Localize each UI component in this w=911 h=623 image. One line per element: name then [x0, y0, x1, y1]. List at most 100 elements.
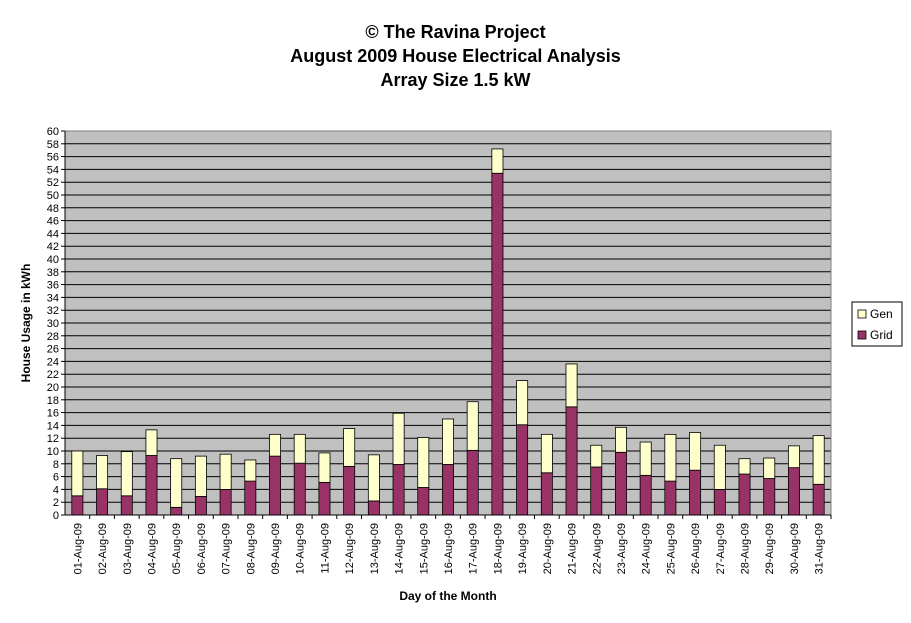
legend: Gen Grid	[851, 301, 903, 347]
bar-grid	[71, 495, 84, 516]
legend-label-grid: Grid	[870, 328, 893, 342]
bar-gen	[170, 458, 183, 508]
bar-grid	[96, 488, 109, 516]
bar-gen	[664, 433, 677, 482]
x-tick-label: 04-Aug-09	[146, 523, 158, 574]
x-tick-label: 24-Aug-09	[641, 523, 653, 574]
bar-gen	[244, 459, 257, 482]
bar-grid	[417, 487, 430, 516]
x-tick-label: 12-Aug-09	[344, 523, 356, 574]
bars	[71, 148, 825, 516]
x-tick-label: 20-Aug-09	[542, 523, 554, 574]
x-tick-label: 21-Aug-09	[567, 523, 579, 574]
x-tick-label: 11-Aug-09	[319, 523, 331, 574]
legend-label-gen: Gen	[870, 307, 893, 321]
y-axis-label: House Usage in kWh	[19, 264, 33, 383]
x-tick-label: 05-Aug-09	[171, 523, 183, 574]
y-tick-label: 2	[53, 497, 59, 509]
bar-gen	[540, 433, 553, 474]
x-tick-label: 06-Aug-09	[196, 523, 208, 574]
bar-gen	[269, 433, 281, 457]
chart-title-line-2: August 2009 House Electrical Analysis	[290, 46, 621, 66]
bar-gen	[145, 429, 158, 456]
bar-gen	[96, 455, 109, 490]
bar-gen	[516, 380, 529, 426]
x-tick-label: 28-Aug-09	[740, 523, 752, 574]
x-tick-label: 02-Aug-09	[97, 523, 109, 574]
y-tick-label: 60	[47, 126, 59, 138]
x-axis-label: Day of the Month	[399, 589, 496, 603]
bar-grid	[194, 496, 207, 516]
bar-grid	[590, 466, 603, 516]
bar-gen	[343, 428, 356, 467]
bar-grid	[787, 467, 800, 516]
y-tick-label: 58	[47, 139, 59, 151]
y-tick-label: 50	[47, 190, 59, 202]
bar-grid	[664, 480, 677, 516]
y-tick-label: 34	[47, 292, 59, 304]
y-tick-label: 24	[47, 356, 59, 368]
bar-grid	[367, 500, 380, 516]
x-tick-label: 26-Aug-09	[690, 523, 702, 574]
x-tick-label: 27-Aug-09	[715, 523, 727, 574]
x-tick-label: 03-Aug-09	[122, 523, 134, 574]
bar-gen	[738, 458, 751, 475]
axes	[61, 130, 832, 519]
x-tick-label: 22-Aug-09	[591, 523, 603, 574]
bar-grid	[244, 480, 257, 516]
x-tick-label: 23-Aug-09	[616, 523, 628, 574]
bar-gen	[565, 363, 578, 408]
y-tick-label: 22	[47, 369, 59, 381]
y-tick-label: 42	[47, 241, 59, 253]
bar-gen	[787, 445, 800, 469]
bar-grid	[269, 455, 281, 516]
bar-grid	[689, 469, 702, 516]
y-tick-label: 8	[53, 459, 59, 471]
x-tick-label: 14-Aug-09	[394, 523, 406, 574]
y-tick-label: 54	[47, 164, 59, 176]
bar-grid	[170, 506, 183, 516]
y-tick-label: 30	[47, 318, 59, 330]
y-tick-label: 26	[47, 344, 59, 356]
x-tick-label: 09-Aug-09	[270, 523, 282, 574]
legend-swatch-grid	[857, 330, 867, 340]
y-tick-label: 56	[47, 152, 59, 164]
bar-gen	[466, 401, 479, 451]
bar-gen	[417, 437, 430, 488]
x-tick-label: 29-Aug-09	[764, 523, 776, 574]
bar-grid	[540, 472, 553, 516]
bar-grid	[343, 465, 356, 516]
x-tick-label: 16-Aug-09	[443, 523, 455, 574]
y-tick-label: 10	[47, 446, 59, 458]
bar-grid	[639, 474, 652, 516]
y-tick-label: 32	[47, 305, 59, 317]
y-tick-label: 28	[47, 331, 59, 343]
chart-title-line-1: © The Ravina Project	[365, 22, 546, 42]
y-tick-label: 14	[47, 420, 59, 432]
y-tick-label: 6	[53, 472, 59, 484]
bar-grid	[293, 462, 306, 516]
chart-title-line-3: Array Size 1.5 kW	[380, 70, 531, 90]
x-tick-label: 17-Aug-09	[468, 523, 480, 574]
bar-grid	[491, 172, 504, 516]
x-tick-label: 10-Aug-09	[295, 523, 307, 574]
x-tick-label: 07-Aug-09	[221, 523, 233, 574]
bar-gen	[194, 455, 207, 497]
bar-grid	[145, 455, 158, 516]
x-tick-label: 15-Aug-09	[418, 523, 430, 574]
bar-gen	[615, 426, 627, 453]
y-tick-label: 20	[47, 382, 59, 394]
bar-gen	[442, 418, 454, 465]
bar-gen	[318, 452, 331, 483]
y-tick-label: 36	[47, 280, 59, 292]
bar-gen	[639, 441, 652, 476]
bar-gen	[713, 444, 726, 490]
legend-swatch-gen	[857, 309, 867, 319]
bar-gen	[293, 433, 306, 464]
bar-grid	[318, 481, 331, 516]
y-tick-label: 38	[47, 267, 59, 279]
bar-grid	[763, 478, 776, 516]
bar-grid	[466, 449, 479, 516]
y-tick-label: 0	[53, 510, 59, 522]
bar-gen	[689, 432, 702, 471]
